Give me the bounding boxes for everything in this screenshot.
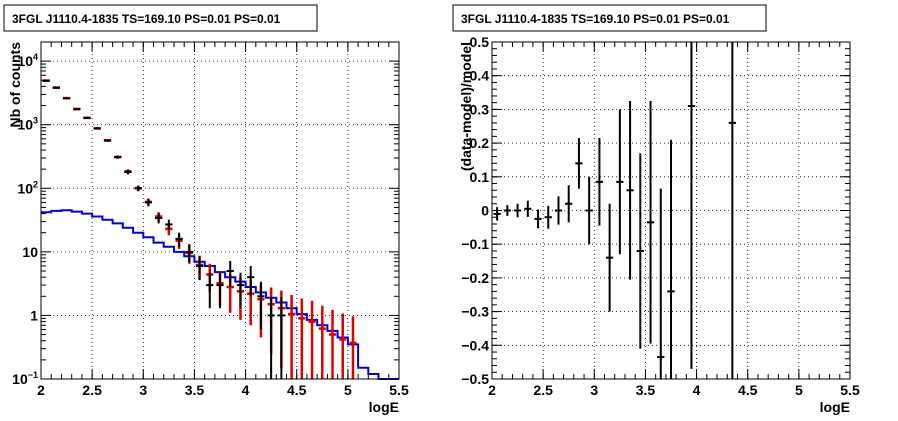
x-tick-label: 5	[344, 382, 352, 398]
y-tick-label: 0.1	[470, 169, 490, 185]
residual-title-box	[452, 4, 767, 32]
x-tick-label: 2	[37, 382, 45, 398]
counts-grid	[40, 42, 400, 379]
x-tick-label: 4.5	[287, 382, 307, 398]
y-tick-label: 1	[30, 307, 38, 323]
x-tick-label: 5	[795, 382, 803, 398]
component-step-line	[41, 209, 399, 380]
y-tick-label: −0.1	[461, 236, 489, 252]
y-tick-label: 10−1	[12, 370, 38, 387]
y-tick-label: −0.2	[461, 270, 489, 286]
y-tick-label: 0.2	[470, 135, 490, 151]
x-tick-label: 2.5	[82, 382, 102, 398]
counts-y-ticks: 10−1 1 10 102 103 104	[12, 41, 399, 387]
y-tick-label: −0.5	[461, 371, 489, 387]
y-tick-label: −0.4	[461, 337, 489, 353]
counts-x-ticks: 2 2.5 3 3.5 4 4.5 5 5.5	[37, 42, 409, 398]
residual-x-axis-label: logE	[820, 399, 850, 415]
residual-panel: 3FGL J1110.4-1835 TS=169.10 PS=0.01 PS=0…	[452, 4, 860, 415]
y-tick-label: 10	[22, 244, 38, 260]
y-tick-label: 0.4	[470, 68, 490, 84]
x-tick-label: 2	[488, 382, 496, 398]
residual-y-ticks: −0.5 −0.4 −0.3 −0.2 −0.1 0 0.1 0.2 0.3 0.4 0.5	[461, 34, 850, 387]
residual-title: 3FGL J1110.4-1835 TS=169.10 PS=0.01 PS=0…	[461, 12, 730, 26]
residual-plot	[493, 42, 736, 379]
residual-series	[493, 42, 736, 379]
component-series	[41, 209, 399, 380]
y-tick-label: 0	[481, 203, 489, 219]
x-tick-label: 5.5	[840, 382, 860, 398]
counts-y-axis-label: Nb of counts	[7, 42, 23, 128]
y-tick-label: 102	[17, 179, 38, 196]
counts-panel: 3FGL J1110.4-1835 TS=169.10 PS=0.01 PS=0…	[3, 4, 409, 415]
counts-x-axis-label: logE	[369, 399, 399, 415]
counts-title: 3FGL J1110.4-1835 TS=169.10 PS=0.01 PS=0…	[12, 12, 281, 26]
x-tick-label: 4	[242, 382, 250, 398]
counts-title-box	[3, 4, 318, 32]
x-tick-label: 4.5	[738, 382, 758, 398]
x-tick-label: 4	[693, 382, 701, 398]
x-tick-label: 3	[590, 382, 598, 398]
x-tick-label: 2.5	[533, 382, 553, 398]
residual-y-axis-label: (data-model)/model	[458, 42, 474, 171]
residual-x-ticks: 2 2.5 3 3.5 4 4.5 5 5.5	[488, 42, 860, 398]
y-tick-label: 0.5	[470, 34, 490, 50]
x-tick-label: 5.5	[389, 382, 409, 398]
y-tick-label: 104	[17, 52, 38, 69]
y-tick-label: 103	[17, 116, 38, 133]
y-tick-label: 0.3	[470, 101, 490, 117]
y-tick-label: −0.3	[461, 304, 489, 320]
x-tick-label: 3.5	[636, 382, 656, 398]
counts-plot	[41, 79, 399, 380]
x-tick-label: 3	[139, 382, 147, 398]
data-series	[42, 79, 285, 379]
counts-frame	[40, 41, 400, 380]
x-tick-label: 3.5	[185, 382, 205, 398]
